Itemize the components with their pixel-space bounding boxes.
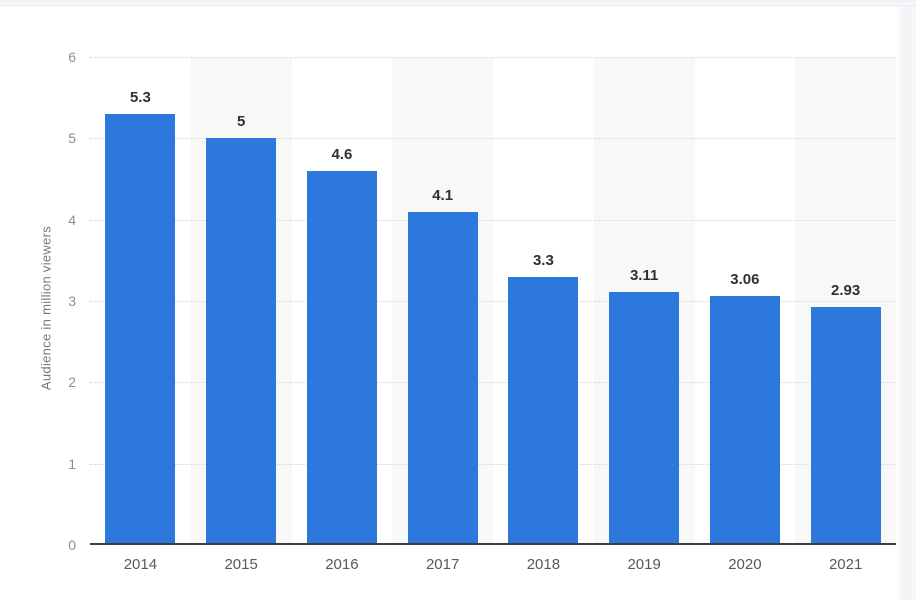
x-axis-label: 2018 bbox=[526, 556, 561, 573]
bar-value-label: 3.11 bbox=[629, 267, 659, 285]
y-tick-label: 0 bbox=[68, 537, 76, 553]
bar-2014[interactable] bbox=[105, 113, 176, 545]
x-axis-label: 2014 bbox=[123, 556, 158, 573]
bar-2016[interactable] bbox=[306, 170, 377, 545]
gridline-6 bbox=[90, 57, 896, 58]
gridline-3 bbox=[90, 301, 896, 302]
bar-2019[interactable] bbox=[609, 292, 680, 545]
x-axis-label: 2016 bbox=[325, 556, 359, 573]
bar-value-label: 3.06 bbox=[730, 271, 760, 289]
y-tick-label: 6 bbox=[68, 49, 76, 65]
bar-value-label: 5.3 bbox=[129, 88, 151, 106]
bar-value-label: 3.3 bbox=[532, 251, 554, 269]
x-axis-label: 2021 bbox=[828, 556, 863, 573]
gridline-2 bbox=[90, 382, 896, 384]
gridline-5 bbox=[90, 138, 896, 140]
x-axis-line bbox=[90, 543, 896, 545]
x-axis-label: 2019 bbox=[627, 556, 661, 573]
x-axis-label: 2015 bbox=[224, 556, 258, 573]
y-tick-label: 1 bbox=[68, 455, 76, 472]
bar-value-label: 4.6 bbox=[331, 145, 353, 163]
gridline-1 bbox=[90, 463, 896, 465]
bar-2018[interactable] bbox=[508, 276, 579, 545]
y-tick-label: 4 bbox=[68, 211, 76, 228]
page-top-border bbox=[0, 0, 916, 6]
bar-value-label: 2.93 bbox=[831, 281, 861, 299]
bar-2020[interactable] bbox=[709, 296, 780, 545]
bar-value-label: 5 bbox=[236, 113, 246, 131]
y-tick-label: 3 bbox=[68, 293, 76, 309]
y-tick-label: 2 bbox=[68, 374, 76, 391]
x-axis-label: 2020 bbox=[728, 556, 762, 573]
bar-value-label: 4.1 bbox=[432, 186, 454, 204]
bar-2015[interactable] bbox=[206, 138, 277, 545]
plot-area: 5.3 5 4.6 4.1 3.3 3.11 3.06 2.93 bbox=[90, 57, 896, 545]
x-axis-label: 2017 bbox=[425, 556, 460, 573]
gridline-4 bbox=[90, 219, 896, 221]
bar-2017[interactable] bbox=[407, 211, 478, 545]
bar-chart: Audience in million viewers 5.3 5 4.6 4.1 3.… bbox=[39, 49, 896, 573]
page-right-edge bbox=[897, 6, 916, 600]
y-tick-label: 5 bbox=[68, 130, 76, 147]
bar-2021[interactable] bbox=[810, 306, 881, 545]
